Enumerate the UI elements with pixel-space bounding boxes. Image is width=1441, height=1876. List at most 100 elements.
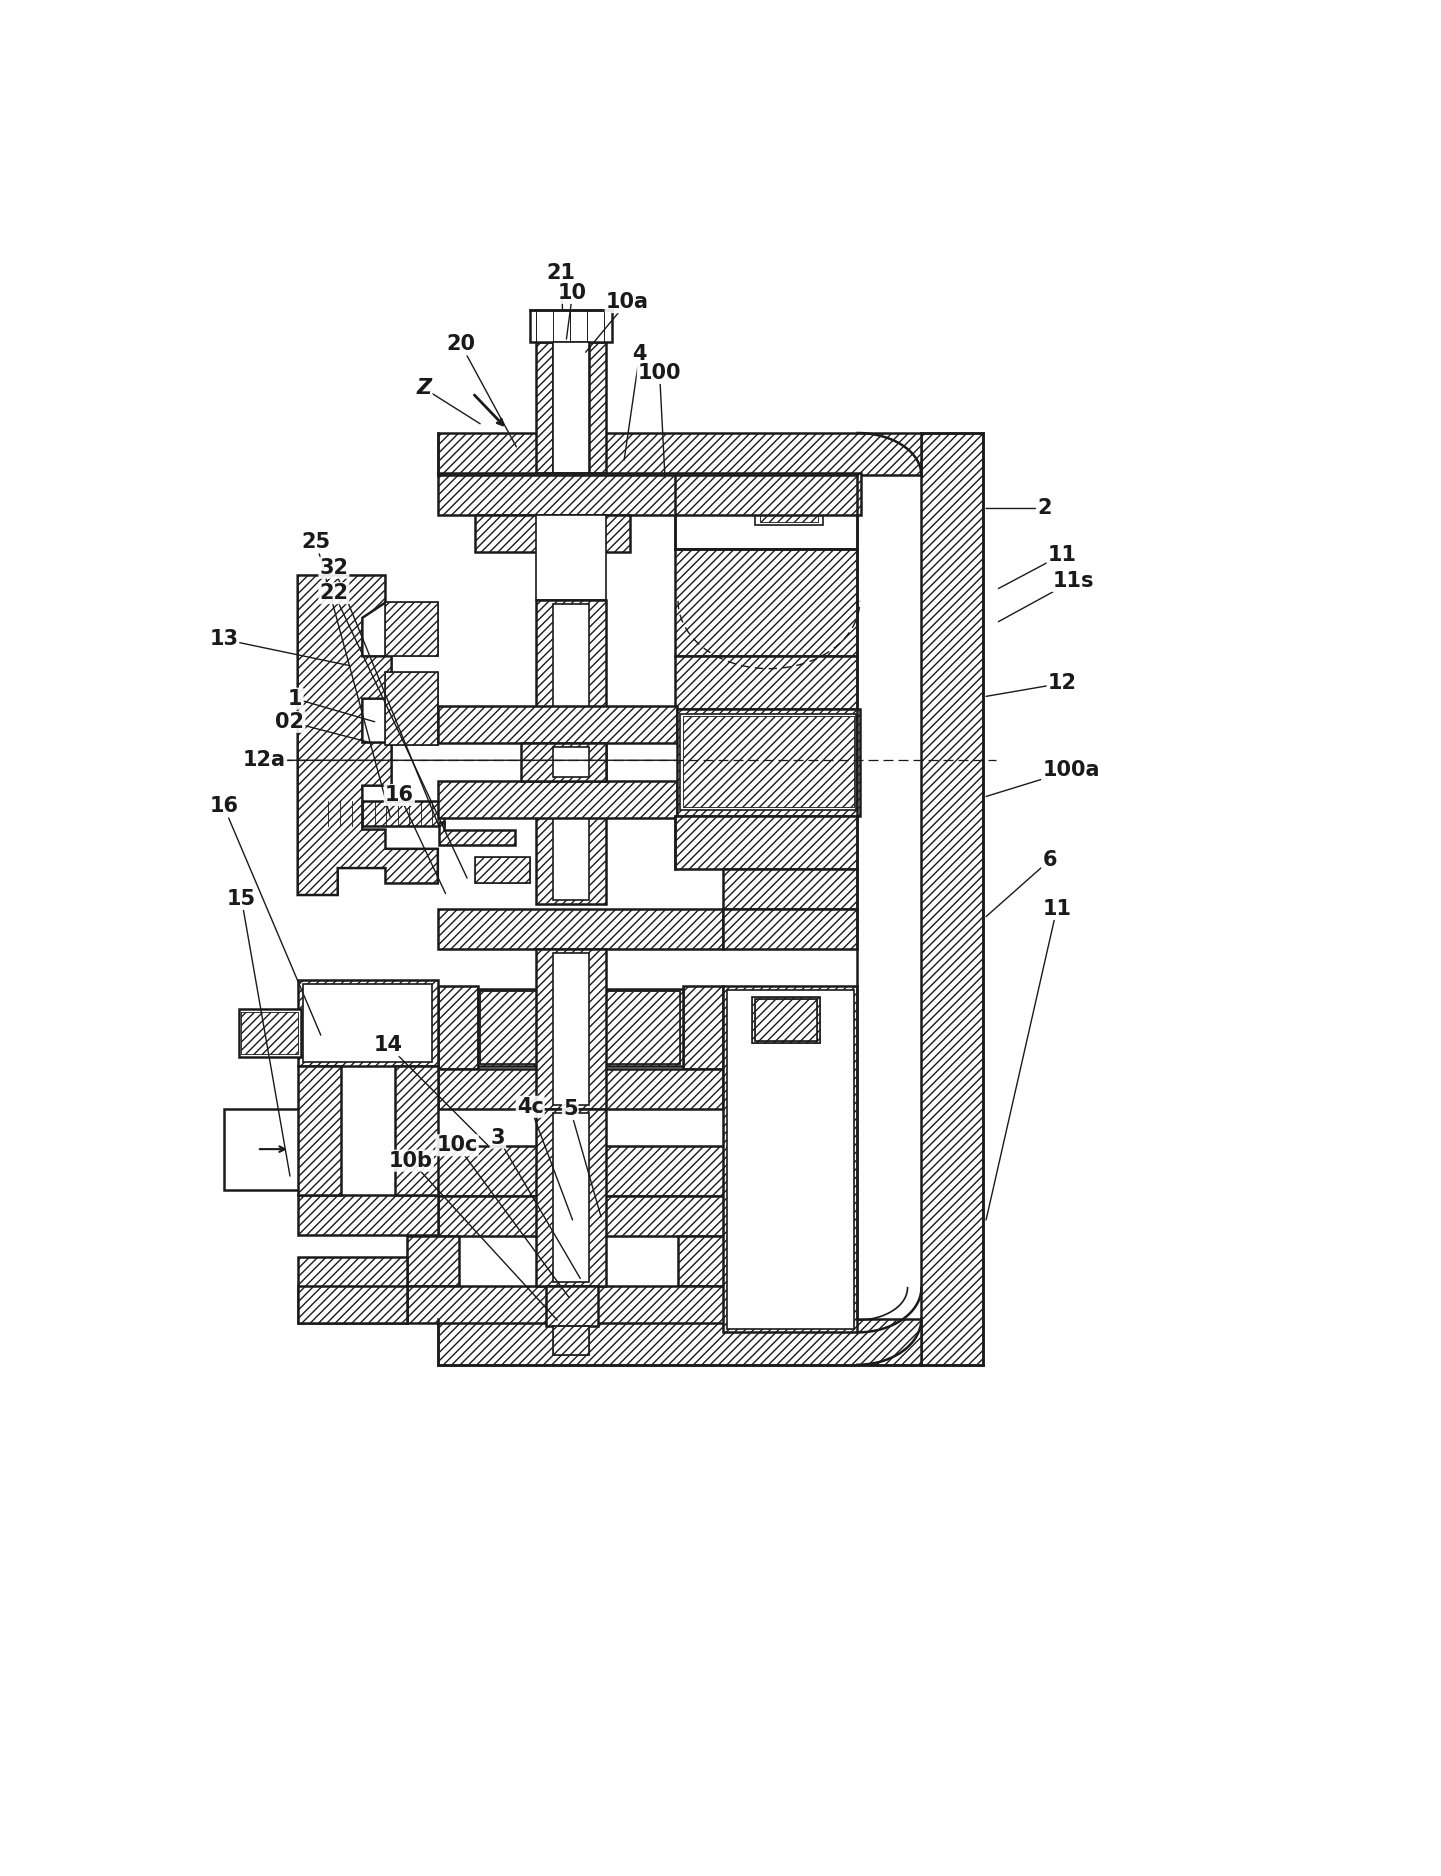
Text: 11: 11	[999, 544, 1076, 589]
Bar	[223, 1109, 300, 1189]
Bar	[239, 1009, 301, 1056]
Text: 11s: 11s	[999, 570, 1094, 621]
Bar	[480, 991, 680, 1064]
Bar	[478, 989, 683, 1066]
Bar	[683, 987, 723, 1069]
Bar	[674, 657, 857, 709]
Bar	[406, 1146, 762, 1197]
Bar	[536, 341, 553, 473]
Bar	[674, 475, 857, 548]
Bar	[480, 991, 680, 1064]
Bar	[438, 987, 478, 1069]
Text: 25: 25	[301, 533, 391, 816]
Text: 12a: 12a	[244, 750, 676, 771]
Bar	[438, 473, 862, 516]
Text: 12: 12	[986, 673, 1076, 696]
Text: 4: 4	[624, 345, 647, 460]
Text: 02: 02	[275, 711, 370, 743]
Bar	[723, 908, 857, 949]
Bar	[536, 341, 553, 473]
Bar	[536, 949, 605, 1109]
Bar	[674, 816, 857, 869]
Text: 2: 2	[986, 499, 1052, 518]
Bar	[438, 987, 478, 1069]
Bar	[438, 707, 676, 743]
Text: 100a: 100a	[986, 760, 1099, 797]
Text: 14: 14	[373, 1036, 488, 1144]
Bar	[438, 433, 921, 475]
Text: 22: 22	[320, 583, 467, 878]
Polygon shape	[440, 822, 514, 844]
Bar	[536, 949, 605, 1109]
Bar	[752, 996, 820, 1043]
Bar	[298, 1287, 406, 1323]
Bar	[726, 991, 853, 1328]
Text: 1: 1	[288, 688, 375, 722]
Text: 10: 10	[558, 283, 586, 340]
Polygon shape	[385, 602, 438, 657]
Text: 10b: 10b	[389, 1150, 558, 1321]
Bar	[522, 743, 605, 780]
Text: 13: 13	[209, 628, 349, 666]
Bar	[553, 1326, 589, 1356]
Bar	[723, 987, 857, 1332]
Bar	[438, 1197, 761, 1236]
Bar	[242, 1011, 298, 1054]
Bar	[438, 780, 676, 818]
Bar	[438, 908, 723, 949]
Bar	[474, 857, 530, 884]
Text: 15: 15	[226, 889, 290, 1176]
Bar	[530, 310, 612, 341]
Bar	[474, 516, 630, 552]
Bar	[474, 516, 630, 552]
Bar	[385, 672, 438, 745]
Bar	[298, 1195, 438, 1236]
Bar	[298, 1195, 438, 1236]
Text: 21: 21	[546, 263, 575, 311]
Bar	[438, 1197, 761, 1236]
Bar	[553, 1112, 589, 1283]
Bar	[298, 979, 438, 1066]
Bar	[553, 953, 589, 1105]
Text: 32: 32	[320, 557, 440, 827]
Bar	[676, 709, 860, 816]
Text: 5: 5	[563, 1099, 601, 1218]
Bar	[321, 801, 444, 825]
Bar	[298, 1066, 342, 1195]
Text: 10a: 10a	[585, 293, 648, 353]
Bar	[438, 707, 676, 743]
Text: 6: 6	[986, 850, 1056, 917]
Bar	[478, 989, 683, 1066]
Bar	[683, 987, 723, 1069]
Text: 11: 11	[986, 899, 1071, 1219]
Bar	[298, 1287, 406, 1323]
Bar	[536, 600, 605, 904]
Bar	[536, 1109, 605, 1287]
Text: 3: 3	[490, 1127, 581, 1278]
Bar	[553, 747, 589, 777]
Bar	[683, 717, 853, 807]
Bar	[723, 908, 857, 949]
Bar	[438, 780, 676, 818]
Bar	[406, 1236, 460, 1287]
Text: 100: 100	[638, 362, 682, 478]
Bar	[321, 801, 444, 825]
Bar	[438, 1069, 723, 1109]
Text: 20: 20	[447, 334, 516, 446]
Text: 10c: 10c	[437, 1135, 569, 1296]
Bar	[680, 715, 856, 810]
Bar	[674, 548, 857, 657]
Bar	[759, 484, 818, 522]
Bar	[406, 1146, 762, 1197]
Bar	[921, 433, 983, 1364]
Bar	[679, 1236, 731, 1287]
Bar	[674, 816, 857, 869]
Bar	[674, 657, 857, 709]
Bar	[546, 1287, 598, 1326]
Bar	[536, 1109, 605, 1287]
Bar	[589, 341, 605, 473]
Bar	[752, 996, 820, 1043]
Bar	[298, 1257, 406, 1323]
Bar	[553, 1326, 589, 1356]
Bar	[303, 983, 432, 1062]
